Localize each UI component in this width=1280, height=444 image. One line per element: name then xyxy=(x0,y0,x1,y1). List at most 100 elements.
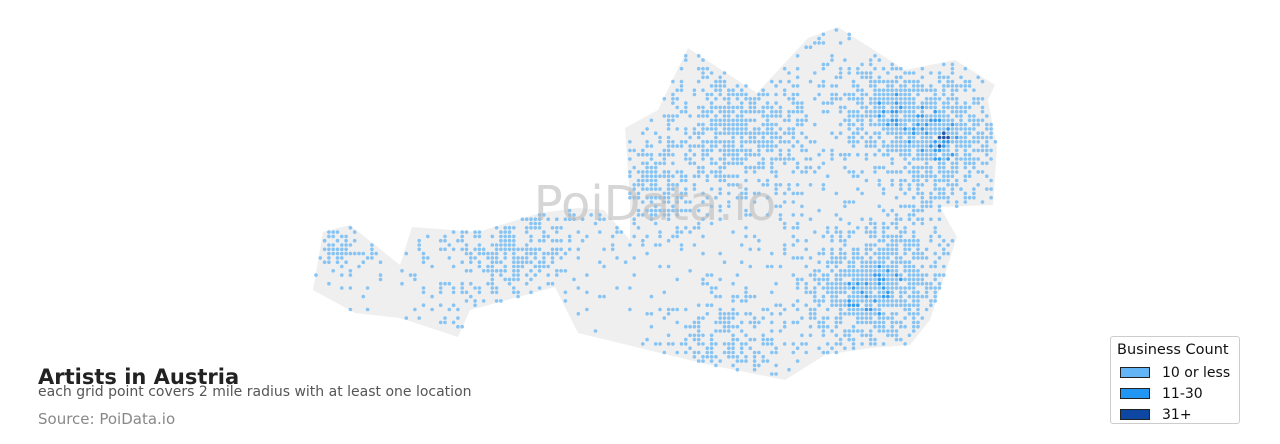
grid-point xyxy=(658,135,662,140)
grid-point xyxy=(838,277,843,282)
grid-point xyxy=(787,109,791,114)
grid-point xyxy=(795,320,800,325)
grid-point xyxy=(460,286,465,290)
grid-point xyxy=(507,234,512,239)
grid-point xyxy=(765,342,770,346)
grid-point xyxy=(890,294,894,299)
grid-point xyxy=(787,97,791,101)
grid-point xyxy=(727,346,731,351)
grid-point xyxy=(684,101,688,105)
grid-point xyxy=(752,337,757,342)
grid-point xyxy=(744,157,748,161)
grid-point xyxy=(641,170,645,174)
grid-point xyxy=(868,281,873,286)
grid-point xyxy=(490,264,495,269)
grid-point xyxy=(868,58,873,62)
grid-point xyxy=(744,92,748,97)
grid-point xyxy=(830,290,834,295)
grid-point xyxy=(881,88,886,92)
grid-point xyxy=(929,131,933,135)
grid-point xyxy=(860,286,864,290)
grid-point xyxy=(916,256,920,260)
grid-point xyxy=(477,230,482,234)
grid-point xyxy=(714,355,718,359)
grid-point xyxy=(868,109,873,114)
grid-point xyxy=(899,101,903,105)
grid-point xyxy=(830,260,834,265)
grid-point xyxy=(503,256,508,260)
grid-point xyxy=(795,84,800,88)
grid-point xyxy=(718,312,722,316)
grid-point xyxy=(873,109,877,114)
grid-point xyxy=(946,152,950,157)
grid-point xyxy=(864,178,869,183)
grid-point xyxy=(494,247,499,252)
grid-point xyxy=(907,118,912,123)
grid-point xyxy=(847,140,851,144)
grid-point xyxy=(963,84,968,88)
grid-point xyxy=(615,256,619,260)
grid-point xyxy=(529,290,533,295)
grid-point xyxy=(456,238,460,243)
grid-point xyxy=(976,131,980,135)
grid-point xyxy=(666,264,671,269)
grid-point xyxy=(735,157,740,161)
grid-point xyxy=(739,191,744,196)
grid-point xyxy=(851,303,856,308)
grid-point xyxy=(722,79,727,84)
grid-point xyxy=(322,247,327,252)
grid-point xyxy=(937,127,942,131)
grid-point xyxy=(868,307,873,312)
grid-point xyxy=(894,88,899,92)
grid-point xyxy=(890,238,894,243)
grid-point xyxy=(920,281,925,286)
grid-point xyxy=(864,312,869,316)
grid-point xyxy=(933,195,937,200)
grid-point xyxy=(705,152,710,157)
grid-point xyxy=(989,157,993,161)
grid-point xyxy=(843,58,847,62)
grid-point xyxy=(868,122,873,127)
grid-point xyxy=(598,217,602,221)
grid-point xyxy=(856,320,860,325)
grid-point xyxy=(873,269,877,273)
grid-point xyxy=(443,281,447,286)
grid-point xyxy=(722,71,727,75)
grid-point xyxy=(507,277,512,282)
grid-point xyxy=(490,290,495,295)
grid-point xyxy=(765,183,770,187)
grid-point xyxy=(658,174,662,178)
grid-point xyxy=(795,105,800,110)
grid-point xyxy=(378,260,383,265)
grid-point xyxy=(881,260,886,265)
grid-point xyxy=(675,350,679,355)
grid-point xyxy=(438,281,443,286)
grid-point xyxy=(649,165,654,170)
grid-point xyxy=(705,178,710,183)
grid-point xyxy=(692,350,697,355)
grid-point xyxy=(881,208,886,213)
grid-point xyxy=(946,105,950,110)
grid-point xyxy=(929,191,933,196)
grid-point xyxy=(507,281,512,286)
grid-point xyxy=(881,221,886,226)
grid-point xyxy=(537,260,542,265)
grid-point xyxy=(765,148,770,153)
grid-point xyxy=(954,105,959,110)
grid-point xyxy=(529,238,533,243)
grid-point xyxy=(890,320,894,325)
grid-point xyxy=(929,303,933,308)
grid-point xyxy=(653,165,658,170)
grid-point xyxy=(727,92,731,97)
grid-point xyxy=(817,277,821,282)
grid-point xyxy=(795,92,800,97)
grid-point xyxy=(632,217,636,221)
grid-point xyxy=(662,191,667,196)
grid-point xyxy=(331,234,336,239)
grid-point xyxy=(856,174,860,178)
grid-point xyxy=(942,114,946,118)
grid-point xyxy=(800,148,804,153)
grid-point xyxy=(894,140,899,144)
grid-point xyxy=(649,157,654,161)
grid-point xyxy=(671,307,675,312)
